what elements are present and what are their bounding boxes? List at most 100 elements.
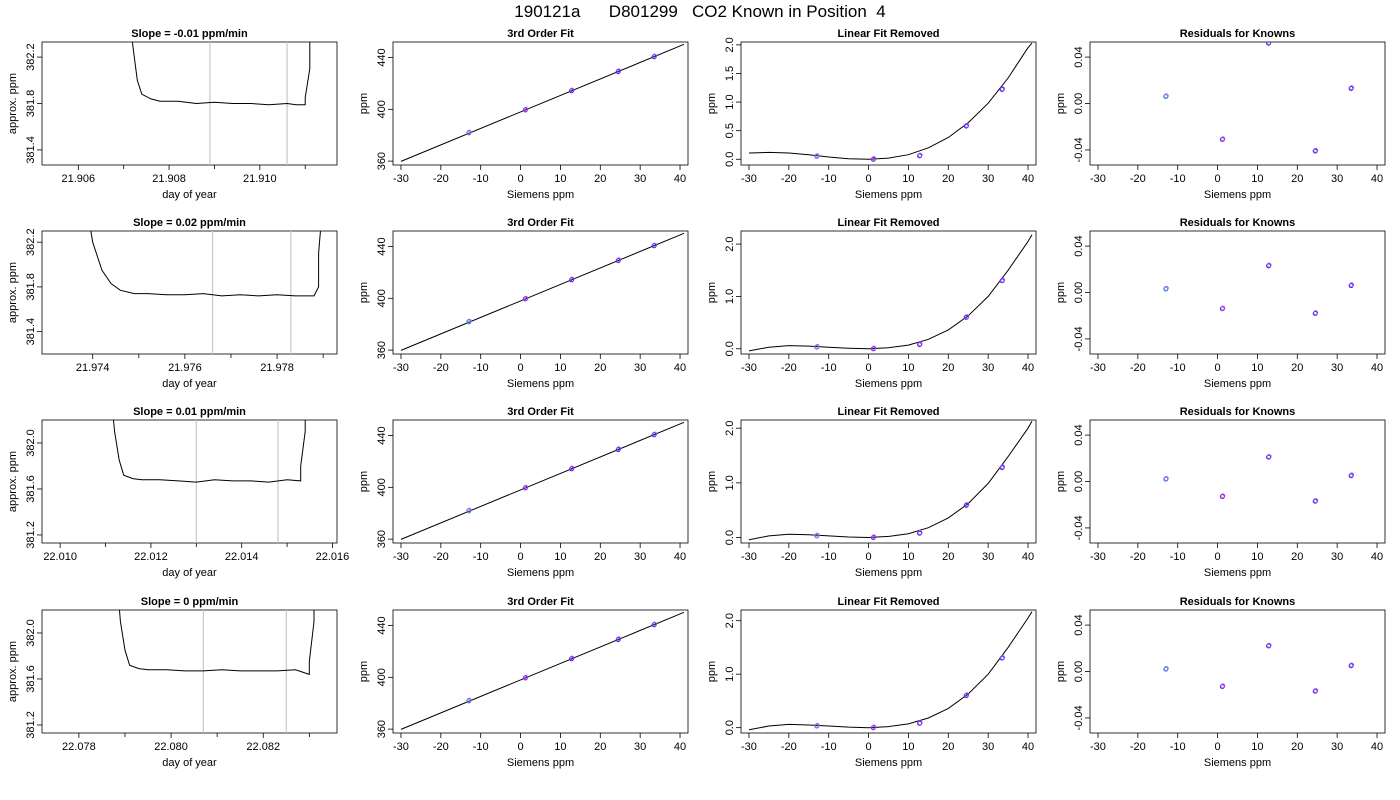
x-tick-label: 30 bbox=[982, 741, 994, 753]
y-tick-label: 381.2 bbox=[25, 521, 37, 549]
x-tick-label: -20 bbox=[433, 362, 449, 374]
y-tick-label: 1.0 bbox=[724, 475, 736, 490]
data-point-overlay bbox=[616, 636, 622, 642]
x-tick-label: 22.012 bbox=[134, 551, 168, 563]
y-tick-label: 2.0 bbox=[724, 236, 736, 251]
x-tick-label: 0 bbox=[866, 551, 872, 563]
x-tick-label: 22.080 bbox=[154, 741, 188, 753]
x-axis-label: Siemens ppm bbox=[1204, 757, 1271, 769]
y-tick-label: 400 bbox=[376, 668, 388, 686]
y-tick-label: 440 bbox=[376, 48, 388, 66]
x-tick-label: 20 bbox=[942, 551, 954, 563]
data-point-overlay bbox=[616, 68, 622, 74]
panel-1-2: 3rd Order Fit -30 -20 -10 0 10 20 30 40 360 400 440… bbox=[358, 28, 689, 201]
x-tick-label: 20 bbox=[1291, 173, 1303, 185]
data-point bbox=[1266, 263, 1272, 269]
y-tick-label: 0.00 bbox=[1073, 282, 1085, 303]
data-point bbox=[1219, 136, 1225, 143]
y-tick-label: -0.04 bbox=[1073, 515, 1085, 540]
plot-area bbox=[400, 611, 685, 730]
panel-title: Linear Fit Removed bbox=[837, 28, 939, 40]
plot-frame bbox=[392, 419, 689, 544]
x-tick-label: 40 bbox=[1371, 741, 1383, 753]
y-axis-label: ppm bbox=[1055, 282, 1067, 303]
plot-area bbox=[112, 420, 306, 543]
data-point-overlay bbox=[1000, 86, 1006, 92]
y-axis-label: ppm bbox=[706, 282, 718, 303]
fit-curve bbox=[748, 234, 1033, 352]
x-tick-label: -30 bbox=[741, 173, 757, 185]
data-point bbox=[870, 534, 876, 541]
data-point bbox=[615, 636, 621, 643]
data-point bbox=[870, 156, 876, 162]
data-point bbox=[1266, 42, 1272, 46]
data-point-overlay bbox=[466, 697, 472, 703]
data-point-overlay bbox=[1000, 654, 1006, 660]
x-tick-label: 30 bbox=[1331, 173, 1343, 185]
fit-curve bbox=[748, 611, 1033, 731]
data-point-overlay bbox=[652, 431, 658, 437]
y-axis-label: ppm bbox=[1055, 471, 1067, 492]
panel-title: 3rd Order Fit bbox=[507, 596, 574, 608]
panel-1-4: Residuals for Knowns -30 -20 -10 0 10 20 30 40 -0… bbox=[1055, 28, 1386, 201]
y-tick-label: 0.04 bbox=[1073, 614, 1085, 635]
data-point bbox=[870, 346, 876, 352]
x-tick-label: -20 bbox=[1130, 741, 1146, 753]
x-axis-label: Siemens ppm bbox=[855, 189, 922, 201]
x-tick-label: -10 bbox=[1170, 173, 1186, 185]
x-tick-label: -20 bbox=[1130, 173, 1146, 185]
x-tick-label: 20 bbox=[942, 362, 954, 374]
data-point-overlay bbox=[652, 242, 658, 248]
data-point-overlay bbox=[569, 87, 575, 93]
data-point bbox=[615, 446, 621, 453]
x-tick-label: -10 bbox=[821, 741, 837, 753]
panel-1-3: Linear Fit Removed -30 -20 -10 0 10 20 30 40 0.0 0… bbox=[706, 28, 1037, 201]
x-tick-label: 21.976 bbox=[168, 362, 202, 374]
y-tick-label: 1.5 bbox=[724, 66, 736, 81]
plot-frame bbox=[41, 419, 338, 544]
x-tick-label: -10 bbox=[473, 551, 489, 563]
data-point-overlay bbox=[1163, 666, 1169, 671]
plot-frame bbox=[740, 419, 1037, 544]
y-tick-label: 440 bbox=[376, 426, 388, 444]
x-tick-label: 30 bbox=[982, 362, 994, 374]
data-point bbox=[1219, 494, 1225, 500]
data-point-overlay bbox=[814, 532, 820, 538]
x-tick-label: -30 bbox=[741, 551, 757, 563]
y-tick-label: 360 bbox=[376, 152, 388, 170]
plot-area bbox=[400, 421, 685, 540]
data-point bbox=[1219, 684, 1225, 690]
y-tick-label: 381.6 bbox=[25, 665, 37, 693]
data-point-overlay bbox=[652, 621, 658, 627]
panel-2-2: 3rd Order Fit -30 -20 -10 0 10 20 30 40 360 400 440… bbox=[358, 217, 689, 390]
x-tick-label: 30 bbox=[1331, 741, 1343, 753]
plot-area bbox=[1163, 453, 1355, 504]
x-tick-label: 40 bbox=[1371, 362, 1383, 374]
y-tick-label: 381.6 bbox=[25, 475, 37, 503]
x-tick-label: 21.910 bbox=[243, 173, 277, 185]
data-point-overlay bbox=[1313, 310, 1319, 315]
data-point bbox=[466, 508, 472, 514]
fit-line bbox=[400, 232, 685, 351]
x-tick-label: 10 bbox=[902, 362, 914, 374]
data-point-overlay bbox=[523, 484, 529, 490]
y-axis-label: ppm bbox=[1055, 93, 1067, 114]
x-tick-label: -10 bbox=[821, 551, 837, 563]
x-tick-label: 30 bbox=[982, 551, 994, 563]
plot-frame bbox=[1089, 419, 1386, 544]
y-tick-label: 0.00 bbox=[1073, 93, 1085, 114]
x-tick-label: 22.010 bbox=[43, 551, 77, 563]
y-tick-label: 2.0 bbox=[724, 37, 736, 52]
y-axis-label: approx. ppm bbox=[7, 262, 19, 323]
x-tick-label: 20 bbox=[1291, 362, 1303, 374]
x-tick-label: -20 bbox=[1130, 551, 1146, 563]
data-point bbox=[1312, 688, 1318, 694]
data-point bbox=[963, 502, 969, 508]
x-tick-label: 0 bbox=[518, 173, 524, 185]
data-point-overlay bbox=[1266, 262, 1272, 268]
data-point-overlay bbox=[569, 465, 575, 471]
data-point bbox=[522, 675, 528, 681]
x-tick-label: -20 bbox=[781, 173, 797, 185]
data-point-overlay bbox=[917, 341, 923, 347]
x-tick-label: 10 bbox=[902, 741, 914, 753]
